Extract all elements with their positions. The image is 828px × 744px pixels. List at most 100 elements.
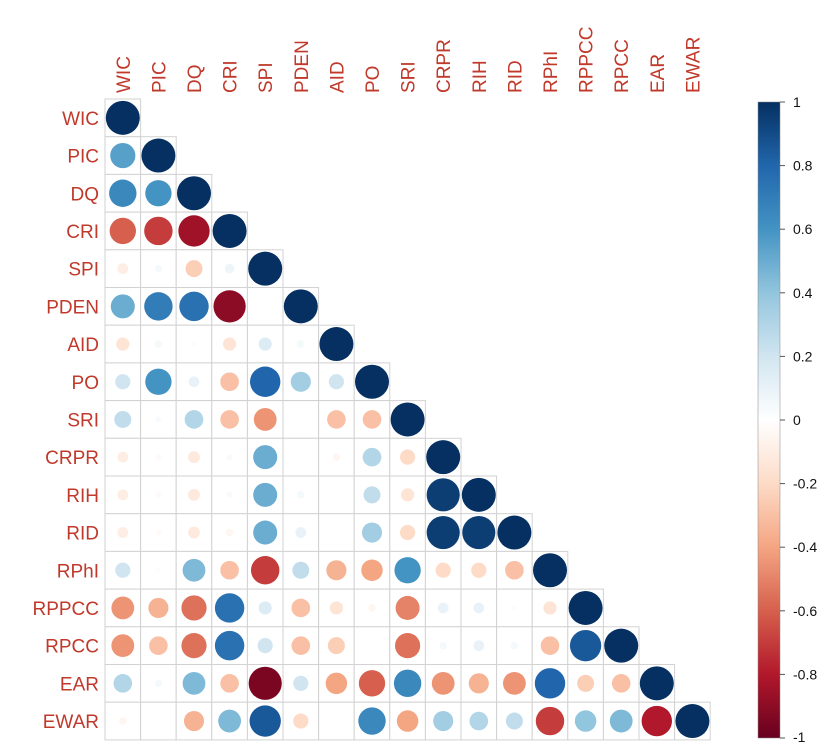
- corr-circle-RPPCC-PDEN: [291, 598, 311, 618]
- corr-circle-RPCC-PDEN: [291, 636, 311, 655]
- colorbar-tick-label: -0.6: [793, 603, 817, 619]
- corr-circle-CRPR-PO: [362, 447, 382, 467]
- grid-cell: [140, 701, 177, 741]
- col-label-SRI: SRI: [399, 61, 420, 93]
- corr-circle-RPhI-PIC: [156, 567, 161, 573]
- corr-circle-EAR-SPI: [248, 666, 282, 700]
- corr-circle-SRI-SRI: [390, 402, 425, 437]
- grid-cell: [246, 287, 284, 326]
- corr-circle-SRI-PO: [362, 410, 382, 429]
- corr-circle-SRI-SPI: [253, 408, 277, 431]
- corr-circle-RPCC-RPPCC: [569, 629, 602, 662]
- corr-circle-RPPCC-RID: [512, 605, 517, 611]
- colorbar: 1 0.8 0.6 0.4 0.2 0 -0.2 -0.4 -0.6 -0.8 -1: [757, 94, 817, 744]
- colorbar-tick-label: 0.6: [793, 221, 813, 237]
- corr-circle-RPPCC-WIC: [111, 596, 135, 620]
- corr-circle-RPhI-DQ: [182, 558, 206, 582]
- col-label-CRI: CRI: [221, 60, 242, 93]
- corr-circle-PDEN-PIC: [144, 292, 173, 321]
- corr-circle-RPCC-PIC: [149, 636, 168, 655]
- colorbar-tick-label: 0.4: [793, 285, 813, 301]
- corr-circle-SPI-PIC: [154, 264, 163, 273]
- grid-cell: [104, 324, 142, 364]
- corr-circle-RPhI-RID: [505, 560, 524, 580]
- corr-circle-EAR-PIC: [154, 679, 163, 688]
- corr-circle-EAR-RID: [503, 671, 526, 695]
- corr-circle-RPhI-WIC: [115, 562, 131, 578]
- corr-circle-CRI-CRI: [212, 213, 247, 248]
- corr-circle-RID-PO: [361, 522, 383, 543]
- corr-circle-RIH-WIC: [117, 489, 129, 501]
- corr-circle-DQ-DQ: [177, 176, 211, 211]
- corr-circle-RPPCC-RPhI: [543, 601, 557, 615]
- corr-circle-RID-PIC: [155, 529, 162, 536]
- corr-circle-RIH-RIH: [461, 477, 496, 512]
- col-label-EAR: EAR: [648, 54, 669, 93]
- row-labels: WIC PIC DQ CRI SPI PDEN AID PO SRI CRPR RIH RID RPhI…: [32, 109, 99, 733]
- grid-cell: [211, 249, 248, 289]
- corr-circle-RPCC-CRPR: [439, 641, 448, 650]
- grid-cell: [282, 400, 320, 439]
- corr-circle-EAR-EAR: [639, 666, 674, 701]
- row-label-WIC: WIC: [62, 109, 99, 130]
- col-label-RID: RID: [505, 60, 526, 93]
- corr-circle-RPPCC-AID: [329, 601, 343, 615]
- col-label-RPhI: RPhI: [541, 51, 562, 93]
- corr-circle-RID-DQ: [188, 526, 200, 539]
- colorbar-tick-label: -0.8: [793, 666, 817, 682]
- corr-circle-CRPR-PIC: [155, 454, 162, 461]
- corr-circle-RPCC-SRI: [394, 633, 421, 659]
- colorbar-tick-label: 1: [793, 94, 801, 110]
- corr-circle-SPI-SPI: [248, 251, 283, 286]
- corr-circle-CRPR-CRI: [226, 454, 233, 461]
- corr-circle-RIH-CRI: [226, 491, 233, 498]
- colorbar-gradient: [757, 101, 781, 739]
- row-label-SRI: SRI: [67, 410, 99, 431]
- row-label-SPI: SPI: [68, 260, 99, 281]
- corr-circle-EAR-WIC: [113, 674, 133, 693]
- colorbar-ticks: 1 0.8 0.6 0.4 0.2 0 -0.2 -0.4 -0.6 -0.8 -1: [780, 94, 817, 744]
- corr-circle-RIH-CRPR: [426, 478, 460, 512]
- corr-circle-RID-WIC: [117, 527, 129, 538]
- corr-circle-PO-DQ: [188, 376, 200, 388]
- corr-circle-RID-SPI: [253, 520, 278, 545]
- corr-circle-CRPR-DQ: [188, 451, 200, 464]
- grid-cell: [353, 626, 391, 665]
- corr-circle-RPCC-DQ: [181, 633, 207, 659]
- row-label-CRI: CRI: [66, 222, 99, 243]
- corr-circle-EWAR-DQ: [183, 710, 205, 732]
- col-label-PO: PO: [363, 66, 384, 93]
- grid-cell: [318, 701, 355, 741]
- corr-circle-RPPCC-SRI: [395, 595, 420, 620]
- corr-circle-RPhI-SRI: [394, 557, 421, 584]
- corr-circle-EAR-PDEN: [293, 675, 309, 691]
- corr-circle-CRPR-WIC: [117, 451, 129, 463]
- corr-circle-EWAR-RIH: [469, 711, 489, 731]
- corr-circle-RPCC-AID: [327, 637, 345, 655]
- corr-circle-RPCC-SPI: [257, 638, 273, 654]
- corr-circle-RPPCC-CRPR: [437, 602, 449, 614]
- row-label-EWAR: EWAR: [43, 712, 99, 733]
- corr-circle-RIH-PIC: [155, 491, 162, 498]
- col-label-EWAR: EWAR: [683, 37, 704, 93]
- corr-circle-AID-CRI: [223, 337, 237, 351]
- corr-circle-RIH-SPI: [253, 482, 278, 507]
- grid-cell: [282, 437, 320, 477]
- col-label-WIC: WIC: [114, 56, 135, 93]
- corr-circle-AID-SPI: [258, 337, 272, 351]
- corr-circle-EAR-DQ: [182, 671, 206, 695]
- corr-circle-PO-PO: [355, 364, 389, 399]
- corr-circle-EWAR-EWAR: [675, 704, 710, 739]
- corr-circle-CRI-DQ: [178, 215, 210, 247]
- corr-circle-SPI-WIC: [117, 263, 129, 275]
- col-label-SPI: SPI: [256, 62, 277, 93]
- corr-circle-EWAR-CRPR: [433, 710, 454, 732]
- corr-circle-RIH-SRI: [401, 488, 415, 502]
- corr-circle-EAR-RIH: [468, 673, 489, 694]
- corr-circle-RPhI-CRI: [220, 560, 239, 580]
- col-label-RPCC: RPCC: [612, 39, 633, 93]
- corr-circle-RPPCC-SPI: [258, 601, 272, 615]
- grid-cell: [318, 513, 355, 552]
- colorbar-tick-label: 0.2: [793, 348, 813, 364]
- corr-circle-RPCC-CRI: [214, 630, 245, 661]
